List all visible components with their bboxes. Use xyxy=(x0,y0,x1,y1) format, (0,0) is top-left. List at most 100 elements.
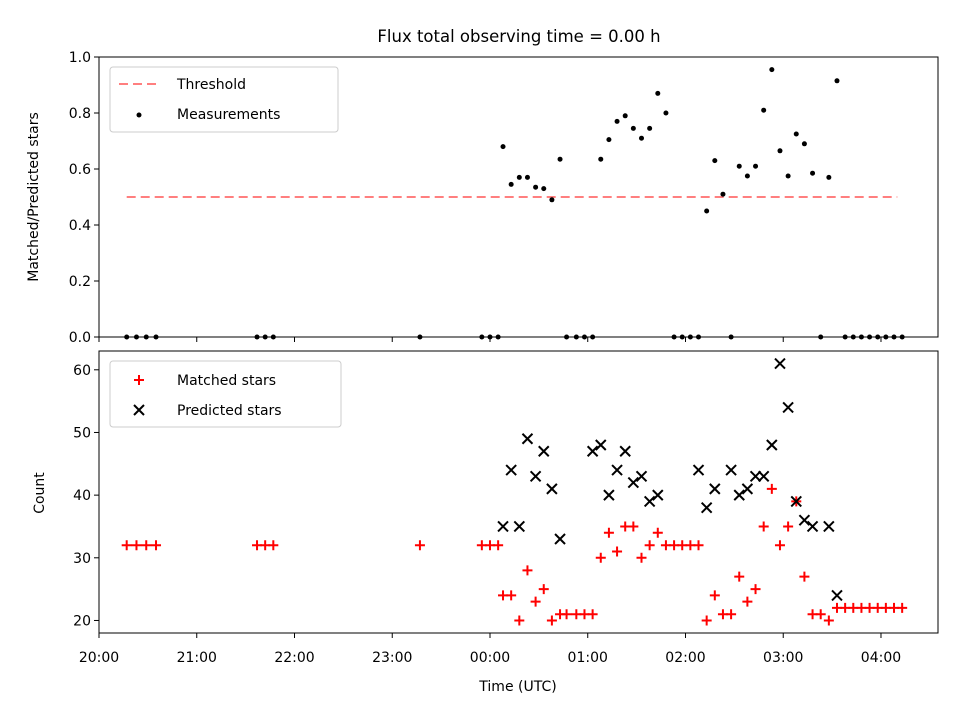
predicted-star-point xyxy=(529,470,542,483)
predicted-star-point xyxy=(733,489,745,501)
predicted-star-point xyxy=(586,445,599,457)
x-axis-label: Time (UTC) xyxy=(478,679,556,695)
legend-measurements-swatch xyxy=(136,112,142,118)
measurement-point xyxy=(663,110,669,116)
matched-star-point xyxy=(628,521,639,532)
bottom-y-tick-label: 40 xyxy=(73,488,91,504)
bottom-x-tick-label: 22:00 xyxy=(274,650,314,666)
predicted-star-point xyxy=(823,520,835,533)
matched-star-point xyxy=(514,615,525,626)
top-panel: 0.0 0.2 0.4 0.6 0.8 1.0 Matched/Predicted sta… xyxy=(26,50,939,346)
measurement-point xyxy=(647,125,653,131)
legend-matched-swatch xyxy=(134,375,144,385)
bottom-legend-box xyxy=(109,360,342,428)
matched-star-point xyxy=(121,540,132,551)
predicted-star-point xyxy=(725,464,737,476)
predicted-star-point xyxy=(692,464,705,476)
matched-star-point xyxy=(815,609,826,620)
measurement-point xyxy=(614,118,620,124)
matched-star-point xyxy=(414,540,425,551)
predicted-star-point xyxy=(643,495,656,508)
top-y-axis-label: Matched/Predicted stars xyxy=(26,112,42,282)
bottom-panel: 20 30 40 50 60 20:00 21:00 22:00 23:00 00:00 01:0… xyxy=(32,350,939,695)
measurement-point xyxy=(541,186,547,192)
matched-star-point xyxy=(131,540,142,551)
bottom-y-tick-label: 60 xyxy=(73,363,91,379)
predicted-star-point xyxy=(538,445,550,457)
measurement-point xyxy=(516,174,522,180)
predicted-star-point xyxy=(709,483,721,495)
measurement-point xyxy=(826,174,832,180)
legend-matched-label: Matched stars xyxy=(177,373,276,389)
top-y-tick-label: 0.0 xyxy=(69,330,91,346)
chart-title: Flux total observing time = 0.00 h xyxy=(377,27,660,46)
measurement-point xyxy=(712,158,718,164)
matched-star-point xyxy=(595,552,606,563)
measurement-point xyxy=(761,107,767,113)
predicted-star-point xyxy=(603,489,615,501)
bottom-x-tick-label: 02:00 xyxy=(665,650,705,666)
predicted-star-point xyxy=(806,520,819,533)
measurement-point xyxy=(736,163,742,169)
bottom-x-tick-label: 04:00 xyxy=(861,650,901,666)
legend-measurements-label: Measurements xyxy=(177,107,280,123)
predicted-star-point xyxy=(798,514,811,526)
matched-star-point xyxy=(897,602,908,613)
measurement-point xyxy=(533,184,539,190)
matched-star-point xyxy=(652,527,663,538)
matched-star-point xyxy=(644,540,655,551)
top-y-tick-label: 0.6 xyxy=(69,162,91,178)
measurement-point xyxy=(500,144,506,150)
predicted-star-point xyxy=(741,483,754,495)
top-y-ticks: 0.0 0.2 0.4 0.6 0.8 1.0 xyxy=(69,50,99,346)
measurement-point xyxy=(524,174,530,180)
matched-star-point xyxy=(612,546,623,557)
matched-star-point xyxy=(151,540,162,551)
matched-star-point xyxy=(561,609,572,620)
measurement-point xyxy=(810,170,816,176)
matched-star-point xyxy=(742,596,753,607)
measurement-point xyxy=(704,208,710,214)
bottom-x-tick-label: 21:00 xyxy=(177,650,217,666)
bottom-x-tick-label: 01:00 xyxy=(568,650,608,666)
matched-star-point xyxy=(734,571,745,582)
legend-threshold-label: Threshold xyxy=(176,77,246,93)
bottom-x-tick-label: 00:00 xyxy=(470,650,510,666)
measurement-point xyxy=(744,173,750,179)
bottom-y-ticks: 20 30 40 50 60 xyxy=(73,363,99,629)
bottom-x-tick-label: 23:00 xyxy=(372,650,412,666)
predicted-star-point xyxy=(652,489,664,501)
matched-star-point xyxy=(530,596,541,607)
matched-star-point xyxy=(268,540,279,551)
predicted-star-point xyxy=(505,464,517,476)
predicted-star-point xyxy=(782,401,794,414)
predicted-star-points xyxy=(497,357,843,602)
top-x-ticks xyxy=(98,337,882,342)
bottom-y-tick-label: 20 xyxy=(73,613,91,629)
matched-star-point xyxy=(693,540,704,551)
measurement-point xyxy=(638,135,644,141)
predicted-star-point xyxy=(627,476,640,489)
matched-star-point xyxy=(799,571,810,582)
matched-star-point xyxy=(758,521,769,532)
top-y-tick-label: 1.0 xyxy=(69,50,91,66)
measurement-point xyxy=(606,137,612,143)
predicted-star-point xyxy=(635,470,648,483)
bottom-y-tick-label: 50 xyxy=(73,425,91,441)
bottom-x-tick-label: 20:00 xyxy=(79,650,119,666)
bottom-y-axis-label: Count xyxy=(32,472,48,514)
matched-star-point xyxy=(823,615,834,626)
measurement-point xyxy=(785,173,791,179)
matched-star-point xyxy=(783,521,794,532)
measurement-point xyxy=(834,78,840,84)
matched-star-point xyxy=(636,552,647,563)
measurement-point xyxy=(801,141,807,147)
matched-star-points xyxy=(121,483,908,626)
measurement-point xyxy=(793,131,799,137)
measurement-point xyxy=(769,67,775,73)
top-y-tick-label: 0.4 xyxy=(69,218,91,234)
bottom-y-tick-label: 30 xyxy=(73,551,91,567)
matched-star-point xyxy=(538,584,549,595)
measurement-point xyxy=(753,163,759,169)
